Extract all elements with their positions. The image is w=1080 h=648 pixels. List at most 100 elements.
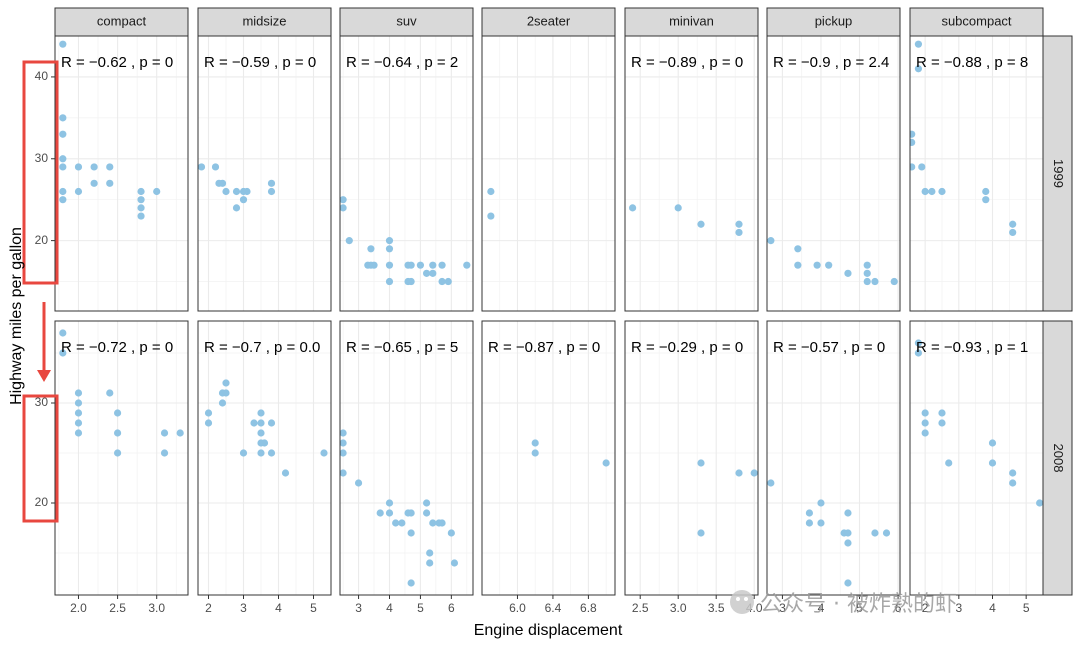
data-point <box>429 269 437 277</box>
data-point <box>106 163 114 171</box>
panel-background <box>767 321 900 595</box>
data-point <box>59 155 67 163</box>
data-point <box>59 329 67 337</box>
data-point <box>416 261 425 269</box>
data-point <box>385 245 394 253</box>
data-point <box>921 429 929 437</box>
data-point <box>59 114 67 122</box>
column-strip-pickup <box>766 7 901 37</box>
data-point <box>921 419 929 427</box>
data-point <box>281 469 290 477</box>
panel-border <box>766 35 901 312</box>
data-point <box>1009 469 1017 477</box>
data-point <box>910 130 916 138</box>
row-strip-2008 <box>1042 320 1073 596</box>
panel-background <box>340 321 473 595</box>
panel-border <box>197 320 332 596</box>
x-tick-label: 2.5 <box>109 601 126 615</box>
data-point <box>767 237 775 245</box>
data-point <box>340 469 347 477</box>
data-point <box>113 409 122 417</box>
data-point <box>218 399 227 407</box>
data-point <box>825 261 833 269</box>
data-point <box>817 499 825 507</box>
data-point <box>890 277 898 286</box>
data-point <box>735 220 743 228</box>
data-point <box>426 559 434 567</box>
data-point <box>385 499 394 507</box>
panel-compact-1999: R = −0.62 , p = 0 <box>54 35 189 312</box>
x-axis-title: Engine displacement <box>474 622 623 639</box>
data-point <box>267 179 276 187</box>
data-point <box>407 529 415 537</box>
panel-2seater-1999 <box>481 35 616 312</box>
data-point <box>767 479 775 487</box>
x-tick-label: 5 <box>310 601 317 615</box>
data-point <box>697 220 705 228</box>
data-point <box>871 277 879 286</box>
data-point <box>914 339 923 347</box>
y-axis-title: Highway miles per gallon <box>8 227 25 405</box>
correlation-annotation: R = −0.9 , p = 2.4 <box>773 54 889 71</box>
x-tick-label: 2.5 <box>632 601 649 615</box>
x-tick-label: 2 <box>205 601 212 615</box>
data-point <box>918 163 926 171</box>
data-point <box>844 269 852 277</box>
points-group <box>340 429 459 587</box>
data-point <box>367 245 375 253</box>
data-point <box>59 349 67 357</box>
x-tick-label: 2 <box>922 601 929 615</box>
points-group <box>767 237 898 286</box>
x-tick-label: 6 <box>448 601 455 615</box>
correlation-annotation: R = −0.88 , p = 8 <box>916 54 1028 71</box>
data-point <box>1009 479 1017 487</box>
x-tick-label: 6.0 <box>509 601 526 615</box>
data-point <box>267 419 276 427</box>
data-point <box>222 389 230 397</box>
panel-midsize-1999: R = −0.59 , p = 0 <box>197 35 332 312</box>
data-point <box>340 449 347 457</box>
data-point <box>844 509 852 517</box>
highlight-box-1999-y-ticks <box>22 60 59 285</box>
panel-border <box>624 35 759 312</box>
data-point <box>243 187 251 196</box>
data-point <box>74 163 83 171</box>
correlation-annotation: R = −0.62 , p = 0 <box>61 54 173 71</box>
data-point <box>450 559 459 567</box>
data-point <box>463 261 471 269</box>
points-group <box>340 196 471 286</box>
data-point <box>863 261 871 269</box>
points-group <box>204 379 328 477</box>
data-point <box>910 163 916 171</box>
panel-minivan-1999: R = −0.89 , p = 0 <box>624 35 759 312</box>
panels-layer: 1999 2008 compact R = −0.62 , p = 0 20 30 40 R … <box>35 7 1073 615</box>
points-group <box>697 459 758 537</box>
panel-border <box>481 35 616 312</box>
data-point <box>260 439 269 447</box>
data-point <box>805 509 814 517</box>
data-point <box>423 509 431 517</box>
data-point <box>137 204 145 212</box>
data-point <box>910 138 916 146</box>
data-point <box>1009 220 1017 228</box>
x-tick-label: 4 <box>386 601 393 615</box>
correlation-annotation: R = −0.65 , p = 5 <box>346 339 458 356</box>
column-strip-label: 2seater <box>527 13 571 28</box>
correlation-annotation: R = −0.29 , p = 0 <box>631 339 743 356</box>
data-point <box>531 439 539 447</box>
data-point <box>90 163 98 171</box>
data-point <box>74 409 83 417</box>
panel-border <box>54 35 189 312</box>
panel-suv-1999: R = −0.64 , p = 2 <box>339 35 474 312</box>
correlation-annotation: R = −0.89 , p = 0 <box>631 54 743 71</box>
data-point <box>211 163 220 171</box>
points-group <box>59 40 161 220</box>
column-strip-compact <box>54 7 189 37</box>
data-point <box>392 519 400 527</box>
watermark-text: 公众号 · 被炸熟的虾 <box>760 592 957 617</box>
data-point <box>988 459 997 467</box>
column-strip-subcompact <box>909 7 1044 37</box>
data-point <box>137 212 145 220</box>
wechat-logo-eye-right <box>744 597 748 601</box>
data-point <box>74 399 83 407</box>
